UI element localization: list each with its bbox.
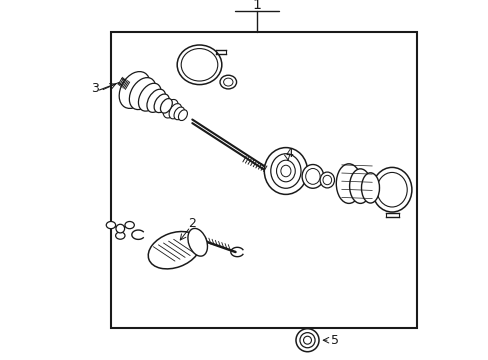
Ellipse shape — [125, 221, 134, 229]
Text: 3: 3 — [91, 82, 99, 95]
Ellipse shape — [371, 167, 411, 212]
Ellipse shape — [349, 169, 370, 203]
Ellipse shape — [336, 164, 361, 203]
Ellipse shape — [322, 175, 331, 185]
Circle shape — [295, 329, 318, 352]
Ellipse shape — [361, 173, 379, 203]
Ellipse shape — [174, 107, 184, 120]
Ellipse shape — [163, 99, 178, 118]
Ellipse shape — [148, 231, 200, 269]
Ellipse shape — [146, 89, 165, 112]
Text: 2: 2 — [188, 217, 196, 230]
Ellipse shape — [270, 154, 301, 188]
Ellipse shape — [220, 75, 236, 89]
Ellipse shape — [302, 165, 323, 188]
Ellipse shape — [115, 232, 125, 239]
Ellipse shape — [187, 228, 207, 256]
Ellipse shape — [223, 78, 232, 86]
Ellipse shape — [138, 83, 161, 111]
Ellipse shape — [276, 160, 295, 182]
Text: 1: 1 — [252, 0, 261, 12]
Ellipse shape — [264, 148, 307, 194]
Ellipse shape — [376, 172, 407, 207]
Ellipse shape — [119, 72, 150, 108]
Ellipse shape — [160, 99, 172, 113]
Ellipse shape — [320, 172, 334, 188]
Circle shape — [116, 224, 124, 233]
Ellipse shape — [154, 94, 169, 113]
Text: 4: 4 — [285, 147, 293, 159]
Ellipse shape — [305, 168, 320, 184]
Ellipse shape — [177, 45, 222, 85]
Circle shape — [303, 336, 311, 344]
Ellipse shape — [181, 49, 217, 81]
Ellipse shape — [169, 104, 181, 119]
Circle shape — [299, 333, 314, 348]
Bar — [111, 32, 416, 328]
Text: 5: 5 — [330, 334, 338, 347]
Ellipse shape — [280, 165, 290, 177]
Ellipse shape — [106, 221, 115, 229]
Ellipse shape — [178, 110, 187, 121]
Ellipse shape — [129, 78, 156, 109]
